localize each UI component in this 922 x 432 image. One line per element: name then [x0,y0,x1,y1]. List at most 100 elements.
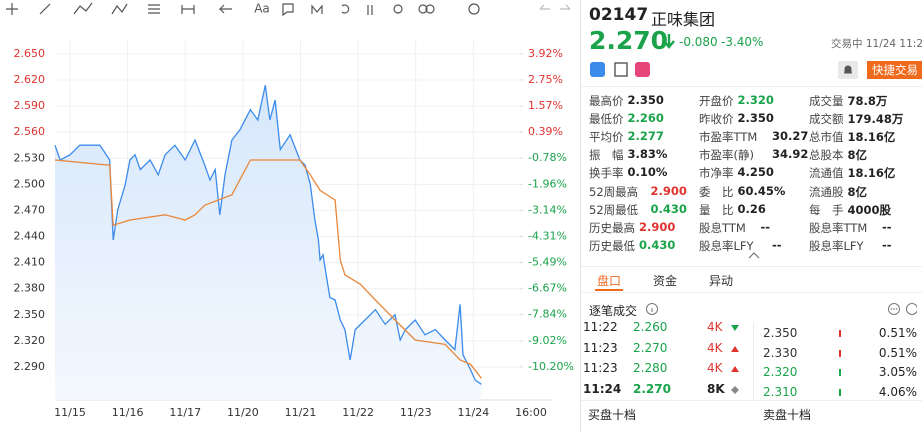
stat-label: 换手率 [589,166,624,181]
measure-tool[interactable] [181,5,195,14]
arrow-tool[interactable] [218,4,232,14]
stat-label: 市盈率(静) [699,148,754,163]
stat-label: 最低价 [589,112,624,127]
y-tick-label: 2.560 [14,125,46,138]
stat-value: 4000股 [847,202,892,217]
y2-tick-label: 3.92% [528,47,563,60]
book-price: 2.320 [763,365,798,379]
lock-tool[interactable] [367,5,373,15]
book-bar [839,349,841,357]
y2-tick-label: -10.20% [528,360,574,373]
change: -0.080 [679,35,718,49]
x-tick-label: 11/24 [458,406,490,419]
stat-label: 成交额 [809,112,844,127]
stat-value: -- [772,237,782,252]
crosshair-tool[interactable] [6,3,18,15]
stat-value: 8亿 [847,184,868,199]
trade-price: 2.270 [633,381,671,396]
trade-price: 2.280 [633,361,668,375]
y-tick-label: 2.500 [14,177,46,190]
icon-row [590,62,650,77]
y2-tick-label: -3.14% [528,203,567,216]
trade-button[interactable]: 快捷交易 [867,61,922,79]
settings-tool[interactable] [468,3,480,15]
tab[interactable]: 资金 [653,274,678,288]
divider [581,86,922,87]
divider [581,400,922,401]
bell-icon[interactable] [838,61,858,79]
stat-value: 4.250 [737,165,774,180]
y2-tick-label: -1.96% [528,177,567,190]
collapse-icon[interactable] [747,250,761,260]
y2-tick-label: 1.57% [528,99,563,112]
trade-price: 2.270 [633,340,668,355]
stat-value: 2.320 [737,93,774,107]
stat-label: 总市值 [809,130,844,145]
y2-tick-label: 2.75% [528,73,563,86]
stat-value: 0.10% [627,165,668,180]
trade-time: 11:23 [583,340,618,355]
note-tool[interactable] [282,3,294,17]
stat-value: 60.45% [737,183,786,198]
y-tick-label: 2.590 [14,99,46,112]
wave-tool[interactable] [111,3,128,15]
divider [581,292,922,293]
stat-label: 流通值 [809,166,844,181]
stat-value: 18.16亿 [847,130,896,145]
line-tool[interactable] [39,3,51,15]
stat-label: 振 幅 [589,148,624,163]
eye-tool[interactable] [393,4,403,14]
polyline-tool[interactable] [73,2,93,15]
stat-label: 股息率LFY [699,238,754,253]
stat-value: 3.83% [627,147,668,162]
tag-icon[interactable] [590,62,605,77]
sell-depth[interactable]: 卖盘十档 [763,408,812,422]
direction-icon [731,345,739,352]
y-tick-label: 2.350 [14,308,46,321]
stat-label: 52周最低 [589,202,639,217]
trade-volume: 4K [707,340,723,355]
buy-depth[interactable]: 买盘十档 [588,408,637,422]
stat-value: 0.430 [650,201,687,216]
stat-label: 量 比 [699,202,734,217]
chart: Aa 2.650 2.620 2.590 2.560 2.530 2.500 2.470 2.… [6,2,574,419]
y-tick-label: 2.320 [14,334,46,347]
more-icon[interactable] [887,302,917,316]
heart-icon[interactable] [635,62,650,77]
stat-label: 最高价 [589,94,624,108]
down-arrow [663,34,675,49]
book-pct: 3.05% [878,365,917,379]
stat-label: 昨收价 [699,112,734,127]
book-bar [839,330,841,337]
y-tick-label: 2.440 [14,230,46,243]
y2-tick-label: 0.39% [528,125,563,138]
magnet-tool[interactable] [311,4,323,14]
tab[interactable]: 盘口 [597,274,622,288]
book-icon[interactable] [614,62,628,77]
y2-tick-label: -9.02% [528,334,567,347]
info-icon[interactable] [645,302,659,316]
brush-tool[interactable] [341,4,350,14]
stat-value: -- [882,237,892,252]
trade-volume: 8K [707,381,725,396]
book-price: 2.350 [763,326,798,340]
tab[interactable]: 异动 [709,274,734,288]
book-pct: 0.51% [878,326,917,340]
stat-label: 流通股 [809,184,844,199]
y2-tick-label: -0.78% [528,151,567,164]
stat-value: 18.16亿 [847,166,896,181]
stat-value: 0.26 [737,201,766,216]
fib-tool[interactable] [148,4,160,14]
quote-panel: 02147 正味集团 2.270 -0.080 -3.40% 交易中 11/24… [580,0,922,432]
book-bar [839,388,841,396]
y-tick-label: 2.410 [14,256,46,269]
stat-value: 2.277 [627,129,664,144]
stat-value: 0.430 [639,237,676,252]
stat-label: 股息率LFY [809,238,864,253]
tab-underline [595,289,623,291]
stat-value: 8亿 [847,148,868,163]
y2-tick-label: -7.84% [528,308,567,321]
price-line [54,85,482,385]
stat-value: 34.92 [772,147,809,162]
text-tool[interactable]: Aa [254,2,270,16]
